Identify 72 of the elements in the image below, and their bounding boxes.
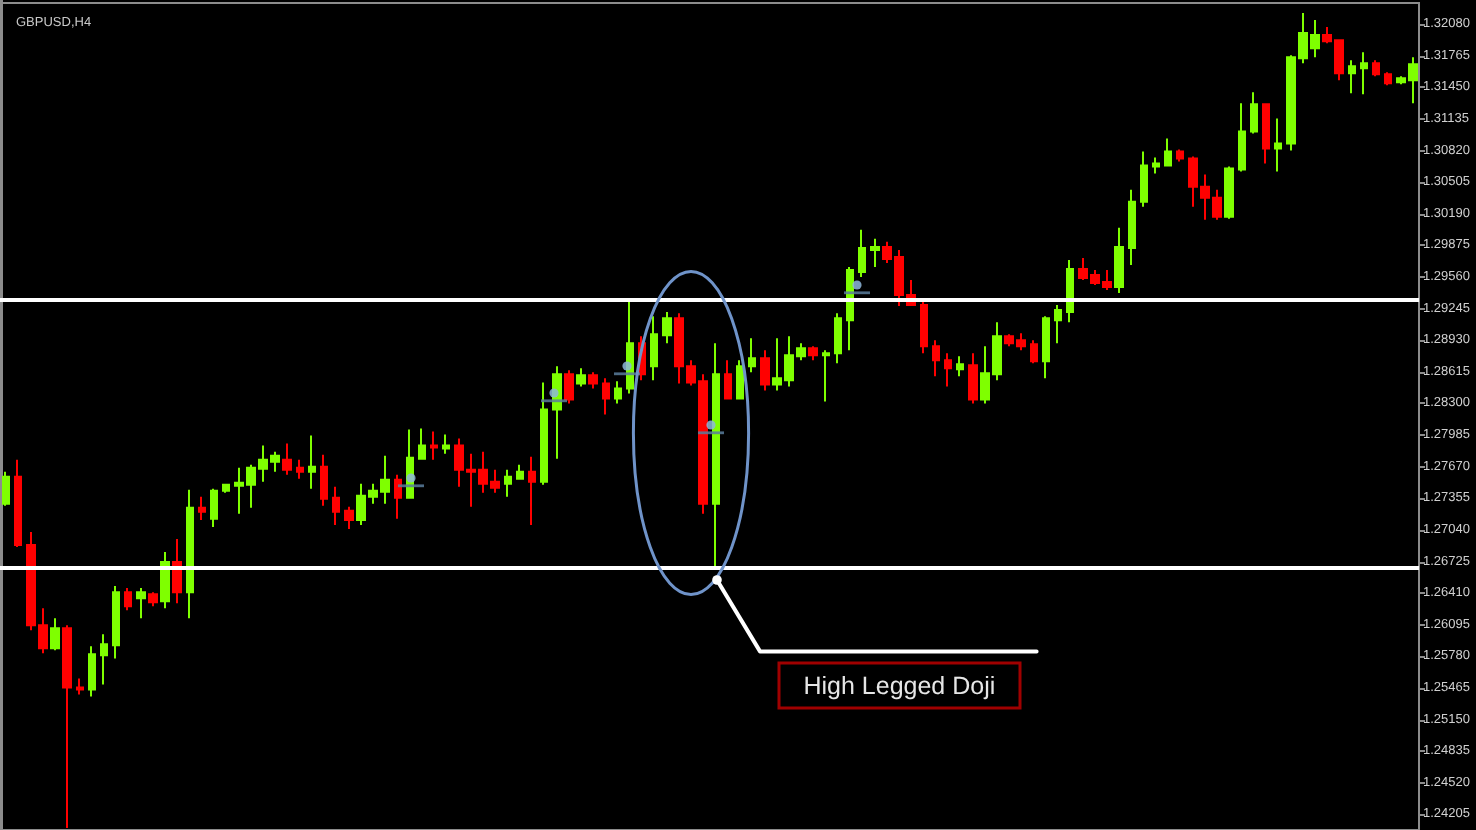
candlestick	[320, 453, 328, 507]
candlestick	[1372, 59, 1380, 78]
candlestick	[614, 380, 622, 405]
candlestick	[418, 427, 426, 461]
candlestick	[516, 463, 524, 481]
candlestick	[540, 381, 548, 486]
candlestick	[112, 585, 120, 660]
candlestick	[76, 677, 84, 696]
candlestick	[576, 367, 586, 388]
candlestick	[1164, 137, 1172, 168]
candlestick	[1114, 226, 1124, 295]
candlestick	[62, 624, 72, 829]
candlestick	[1152, 156, 1160, 175]
candlestick	[14, 458, 22, 548]
candlestick	[1384, 71, 1392, 87]
candlestick	[1042, 315, 1050, 380]
candlestick	[1128, 188, 1136, 266]
candlestick	[2, 470, 10, 507]
candlestick	[1348, 59, 1356, 95]
candlestick	[124, 587, 132, 612]
candlestick	[870, 237, 880, 268]
candlestick	[760, 349, 770, 392]
candlestick	[282, 442, 292, 476]
candlestick	[1030, 339, 1038, 365]
candlestick	[920, 299, 928, 355]
candlestick	[748, 337, 756, 374]
candlestick	[100, 633, 108, 686]
candlestick	[198, 495, 206, 521]
candlestick	[808, 345, 818, 362]
candlestick	[160, 550, 170, 610]
candlestick	[736, 359, 744, 401]
candlestick	[50, 617, 60, 652]
candlestick	[712, 342, 720, 568]
candlestick	[88, 645, 96, 698]
candlestick	[858, 228, 866, 278]
candlestick	[148, 591, 158, 608]
candlestick	[932, 339, 940, 378]
candlestick	[296, 458, 304, 480]
candlestick	[210, 487, 218, 528]
candlestick	[822, 349, 830, 403]
candlestick	[442, 433, 450, 455]
candlestick	[564, 369, 574, 405]
candlestick	[956, 355, 964, 378]
candlestick	[1238, 102, 1246, 173]
candlestick	[430, 430, 438, 461]
candlestick	[1054, 304, 1062, 345]
candlestick	[1262, 102, 1270, 165]
candlestick	[1224, 165, 1234, 220]
candlestick	[588, 371, 598, 390]
candlestick	[1176, 148, 1184, 163]
candlestick	[504, 468, 512, 498]
candlestick	[662, 311, 672, 345]
candlestick	[1250, 91, 1258, 135]
candlestick	[1360, 51, 1368, 96]
candlestick	[1066, 258, 1074, 324]
candlestick	[222, 482, 230, 494]
candlestick	[602, 377, 610, 416]
annotation: High Legged Doji	[803, 672, 996, 700]
candlestick	[186, 488, 194, 620]
candlestick	[1274, 117, 1282, 173]
candlestick	[1140, 150, 1148, 208]
candlestick	[968, 352, 978, 405]
candlestick	[344, 505, 354, 530]
candlestick	[308, 434, 316, 490]
candlestick	[944, 352, 952, 388]
candlestick	[650, 315, 658, 382]
candlestick	[528, 455, 536, 526]
candlestick	[834, 312, 842, 365]
candlestick	[394, 473, 402, 520]
candlestick	[724, 359, 732, 401]
candlestick	[332, 485, 340, 526]
candlestick	[136, 587, 146, 620]
